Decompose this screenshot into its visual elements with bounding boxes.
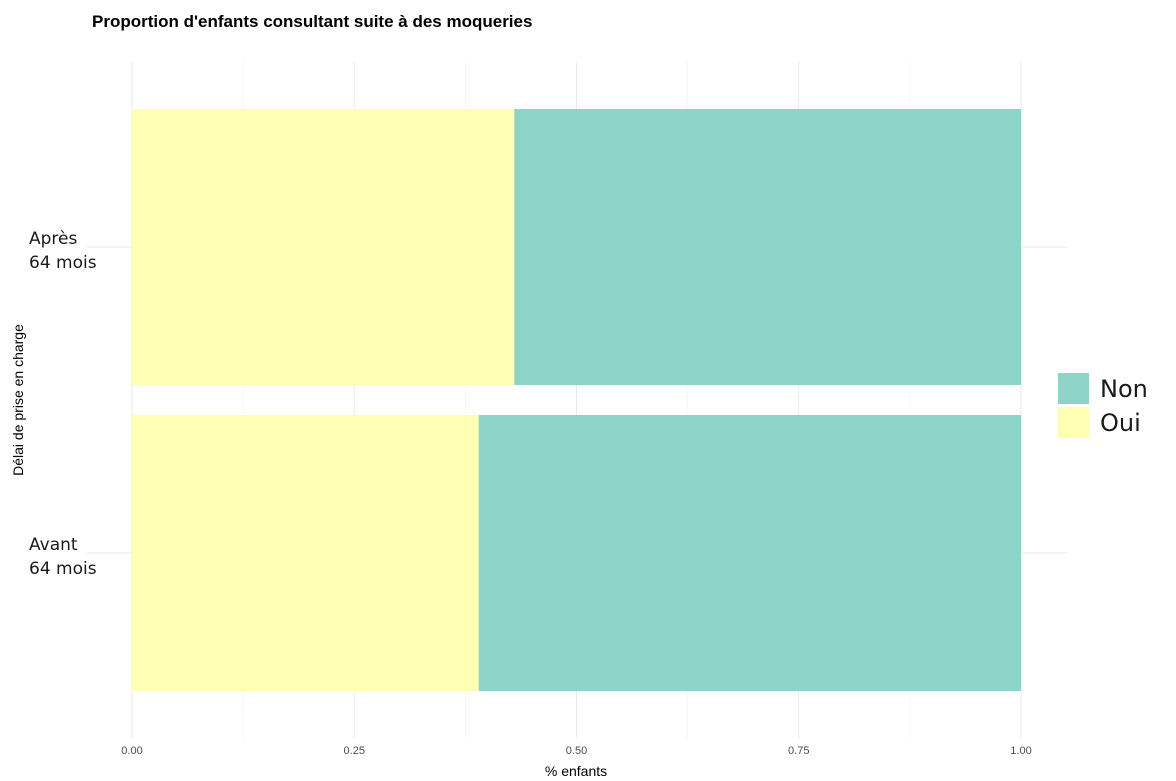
- x-tick-label: 0.25: [344, 745, 365, 757]
- legend-label-non: Non: [1100, 375, 1148, 403]
- bar-oui-1: [132, 415, 479, 691]
- bar-non-0: [514, 109, 1021, 385]
- bars: [132, 109, 1022, 691]
- x-tick-label: 1.00: [1010, 745, 1031, 757]
- bar-non-1: [478, 415, 1022, 691]
- legend: Non Oui: [1058, 373, 1148, 438]
- y-tick-label: Après 64 mois: [29, 229, 97, 273]
- x-axis-ticks: 0.00 0.25 0.50 0.75 1.00: [121, 745, 1031, 757]
- y-axis-ticks: Après 64 mois Avant 64 mois: [29, 229, 97, 579]
- y-tick-label: Avant 64 mois: [29, 535, 97, 579]
- legend-label-oui: Oui: [1100, 409, 1141, 437]
- x-axis-title: % enfants: [545, 763, 607, 779]
- y-axis-title: Délai de prise en charge: [10, 324, 26, 476]
- x-tick-label: 0.50: [566, 745, 587, 757]
- legend-key-oui: [1058, 407, 1089, 438]
- x-tick-label: 0.00: [121, 745, 142, 757]
- chart-title: Proportion d'enfants consultant suite à …: [92, 12, 532, 31]
- legend-key-non: [1058, 373, 1089, 404]
- x-tick-label: 0.75: [788, 745, 809, 757]
- bar-oui-0: [132, 109, 515, 385]
